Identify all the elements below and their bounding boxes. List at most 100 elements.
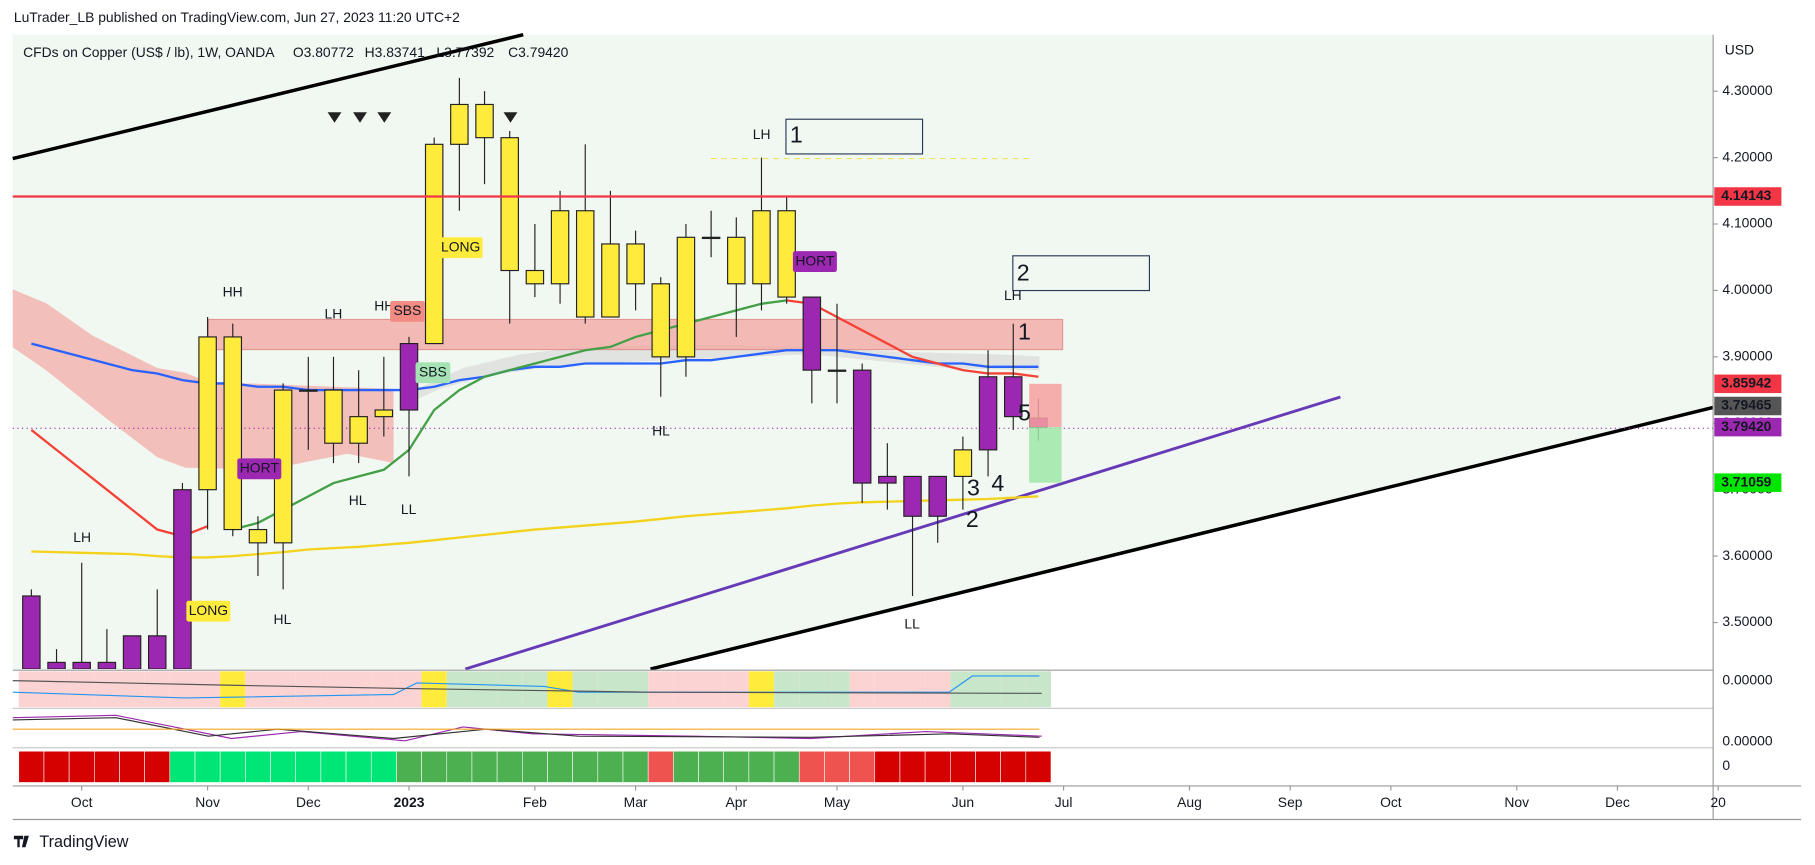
annotation-label: 1 xyxy=(790,122,803,148)
legend-value: L3.77392 xyxy=(436,44,494,60)
candle-body xyxy=(928,475,947,517)
x-tick-label: Aug xyxy=(1177,794,1202,810)
momentum-cell xyxy=(68,750,95,783)
momentum-cell xyxy=(270,750,297,783)
candle-body xyxy=(500,137,519,272)
signal-cell xyxy=(849,671,875,708)
signal-cell xyxy=(245,671,271,708)
momentum-cell xyxy=(647,750,674,783)
annotation-label: 4 xyxy=(991,470,1004,496)
annotation-tag xyxy=(390,300,425,322)
momentum-cell xyxy=(245,750,271,783)
momentum-cell xyxy=(94,750,120,783)
legend-value: H3.83741 xyxy=(365,44,425,60)
pane-label: 0.00000 xyxy=(1722,733,1772,749)
annotation-label: 5 xyxy=(1018,399,1031,425)
moving-average xyxy=(31,495,1039,559)
signal-cell xyxy=(723,671,749,708)
candle-body xyxy=(575,210,595,318)
price-tag xyxy=(1714,473,1782,492)
signal-cell xyxy=(169,671,196,708)
candle-body xyxy=(953,449,973,477)
signal-cell xyxy=(69,671,95,708)
x-tick-label: Oct xyxy=(1380,794,1402,810)
annotation-label: 1 xyxy=(1018,318,1031,344)
annotation-label: HL xyxy=(652,422,670,438)
candle-body xyxy=(324,389,343,444)
x-tick-label: Mar xyxy=(624,794,648,810)
note-box xyxy=(785,118,924,155)
candle-body xyxy=(601,243,620,318)
y-tick-label: 4.10000 xyxy=(1722,215,1772,231)
signal-cell xyxy=(899,671,926,708)
candle-body xyxy=(147,635,167,670)
cloud xyxy=(12,289,394,469)
momentum-cell xyxy=(874,750,901,783)
signal-cell xyxy=(119,671,145,708)
signal-cell xyxy=(572,671,598,708)
momentum-cell xyxy=(773,750,800,783)
trendline xyxy=(464,395,1341,671)
price-tag-label: 3.71059 xyxy=(1721,473,1771,489)
price-tag xyxy=(1714,187,1782,206)
logo-icon xyxy=(13,835,29,848)
momentum-cell xyxy=(1025,750,1052,783)
target-zone xyxy=(1029,427,1062,483)
momentum-cell xyxy=(824,750,850,783)
candle-body xyxy=(701,236,721,240)
momentum-cell xyxy=(522,750,548,783)
annotation-label: HL xyxy=(274,611,292,627)
x-tick-label: Jun xyxy=(952,794,974,810)
pane-line xyxy=(12,675,1040,699)
candle-body xyxy=(22,595,41,670)
x-tick-label: 20 xyxy=(1710,794,1726,810)
signal-cell xyxy=(195,671,221,708)
annotation-tag xyxy=(237,458,282,480)
signal-cell xyxy=(320,671,347,708)
price-tag xyxy=(1714,396,1782,416)
signal-cell xyxy=(698,671,724,708)
y-tick-label: 3.50000 xyxy=(1722,613,1772,629)
cloud xyxy=(416,344,1040,400)
signal-cell xyxy=(346,671,372,708)
signal-cell xyxy=(295,671,321,708)
candle-body xyxy=(1003,376,1023,418)
signal-cell xyxy=(371,671,397,708)
momentum-cell xyxy=(370,750,397,783)
signal-cell xyxy=(497,671,523,708)
momentum-cell xyxy=(698,750,724,783)
candle-body xyxy=(752,210,771,285)
momentum-cell xyxy=(446,750,473,783)
candle-body xyxy=(97,661,117,670)
stop-zone xyxy=(1029,383,1062,428)
candle-body xyxy=(852,369,872,484)
momentum-cell xyxy=(471,750,498,783)
annotation-label: 2 xyxy=(1017,259,1030,285)
x-tick-label: Sep xyxy=(1278,794,1303,810)
price-tag xyxy=(1714,417,1782,437)
signal-cell xyxy=(597,671,624,708)
candle-body xyxy=(827,369,847,372)
signal-cell xyxy=(43,671,70,708)
momentum-cell xyxy=(849,750,876,783)
momentum-cell xyxy=(144,750,171,783)
x-tick-label: 2023 xyxy=(394,794,425,810)
momentum-cell xyxy=(723,750,750,783)
candle-body xyxy=(878,475,897,484)
momentum-cell xyxy=(496,750,523,783)
candle-body xyxy=(651,283,671,358)
momentum-cell xyxy=(43,750,70,783)
note-box xyxy=(1012,255,1151,292)
momentum-cell xyxy=(748,750,775,783)
annotation-label: HL xyxy=(349,492,367,508)
candle-body xyxy=(299,389,318,392)
y-tick-label: 3.90000 xyxy=(1722,348,1772,364)
x-tick-label: Jul xyxy=(1055,794,1073,810)
candle-body xyxy=(47,661,66,670)
annotation-label: LH xyxy=(753,126,771,142)
annotation-label: HH xyxy=(223,284,243,300)
candle-body xyxy=(475,103,494,139)
resistance-zone xyxy=(207,318,1064,351)
signal-cell xyxy=(522,671,548,708)
